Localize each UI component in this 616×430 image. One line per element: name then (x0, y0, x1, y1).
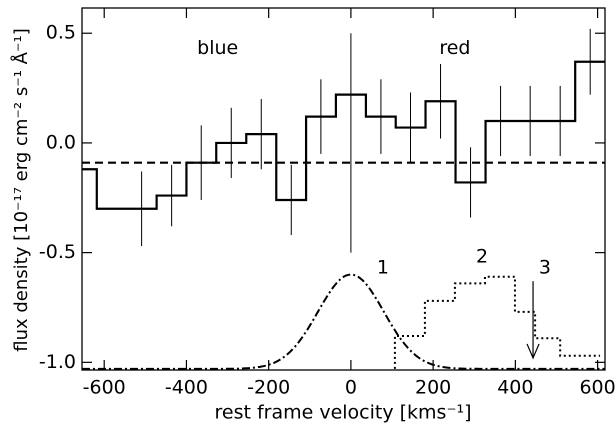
y-tick-label: 0.0 (46, 131, 76, 153)
x-tick-label: -200 (247, 377, 290, 399)
x-tick-label: 400 (497, 377, 533, 399)
y-axis-label: flux density [10⁻¹⁷ erg cm⁻² s⁻¹ Å⁻¹] (10, 28, 32, 351)
x-axis-label: rest frame velocity [kms⁻¹] (214, 402, 471, 424)
x-tick-label: 0 (345, 377, 357, 399)
x-tick-label: 600 (579, 377, 615, 399)
gaussian-model (82, 273, 605, 370)
plot-frame (81, 7, 606, 371)
annotation: 2 (476, 246, 488, 268)
x-tick-label: 200 (415, 377, 451, 399)
y-tick-label: -0.5 (39, 241, 76, 263)
x-tick-label: -400 (165, 377, 208, 399)
y-tick-label: 0.5 (46, 22, 76, 44)
annotation: 3 (539, 256, 551, 278)
plot-area (82, 28, 605, 370)
y-tick-label: -1.0 (39, 351, 76, 373)
annotation: blue (197, 37, 238, 59)
template-histogram (393, 275, 601, 369)
x-tick-label: -600 (83, 377, 126, 399)
histogram (82, 60, 605, 210)
limit-arrow-head (526, 343, 540, 360)
annotation: red (439, 37, 470, 59)
annotation: 1 (377, 256, 389, 278)
